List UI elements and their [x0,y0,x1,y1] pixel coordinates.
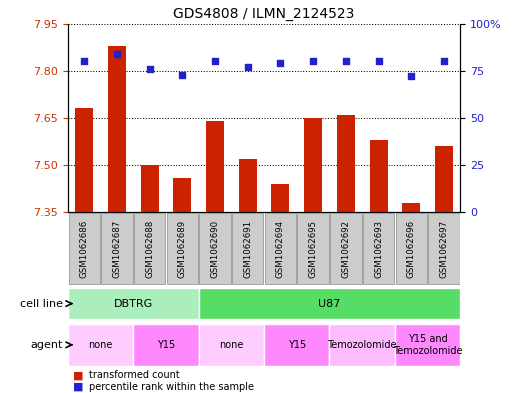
Text: Temozolomide: Temozolomide [327,340,397,350]
Bar [239,159,257,212]
Text: GSM1062692: GSM1062692 [342,220,350,277]
Bar [363,213,394,284]
Text: GSM1062697: GSM1062697 [439,220,448,277]
Bar [134,213,165,284]
Bar [199,323,264,366]
Text: Y15: Y15 [288,340,306,350]
Bar [402,203,420,212]
Point [145,66,154,72]
Bar [133,323,199,366]
Text: ■: ■ [73,370,84,380]
Bar [265,213,296,284]
Text: none: none [219,340,244,350]
Text: GSM1062687: GSM1062687 [112,219,121,278]
Point [276,60,285,66]
Bar [206,121,224,212]
Text: agent: agent [30,340,63,350]
Text: GSM1062694: GSM1062694 [276,220,285,277]
Bar [174,178,191,212]
Bar [395,323,460,366]
Bar [101,213,133,284]
Point [113,51,121,57]
Bar [435,146,453,212]
Text: GSM1062695: GSM1062695 [309,220,317,277]
Point [309,58,317,64]
Bar [141,165,158,212]
Bar [304,118,322,212]
Point [211,58,219,64]
Bar [69,213,100,284]
Text: GSM1062693: GSM1062693 [374,220,383,277]
Text: cell line: cell line [20,299,63,309]
Bar [329,323,395,366]
Bar [167,213,198,284]
Title: GDS4808 / ILMN_2124523: GDS4808 / ILMN_2124523 [174,7,355,21]
Bar [264,323,329,366]
Bar [370,140,388,212]
Point [374,58,383,64]
Point [440,58,448,64]
Text: transformed count: transformed count [89,370,180,380]
Bar [199,213,231,284]
Text: Y15: Y15 [157,340,175,350]
Text: GSM1062690: GSM1062690 [211,220,220,277]
Text: DBTRG: DBTRG [113,299,153,309]
Point [342,58,350,64]
Text: none: none [88,340,113,350]
Point [80,58,88,64]
Bar [428,213,460,284]
Bar [395,213,427,284]
Text: U87: U87 [319,299,340,309]
Bar [232,213,264,284]
Bar [68,288,199,319]
Bar [68,323,133,366]
Bar [199,288,460,319]
Point [244,64,252,70]
Bar [330,213,361,284]
Bar [75,108,93,212]
Text: GSM1062688: GSM1062688 [145,219,154,278]
Bar [108,46,126,212]
Text: Y15 and
Temozolomide: Y15 and Temozolomide [393,334,462,356]
Bar [271,184,289,212]
Bar [298,213,329,284]
Bar [337,115,355,212]
Point [407,73,415,79]
Text: ■: ■ [73,382,84,392]
Text: percentile rank within the sample: percentile rank within the sample [89,382,254,392]
Text: GSM1062691: GSM1062691 [243,220,252,277]
Text: GSM1062689: GSM1062689 [178,220,187,277]
Point [178,72,187,78]
Text: GSM1062686: GSM1062686 [80,219,89,278]
Text: GSM1062696: GSM1062696 [407,220,416,277]
